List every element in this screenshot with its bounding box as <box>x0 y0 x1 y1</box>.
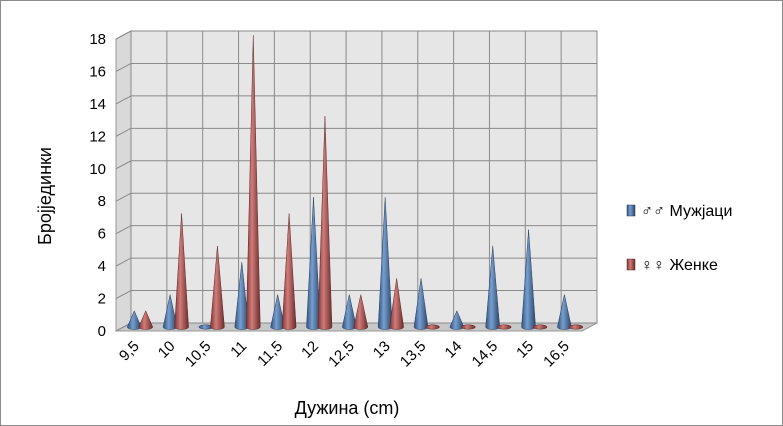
x-tick-label: 16,5 <box>540 338 573 371</box>
y-tick-label: 8 <box>98 193 106 210</box>
y-tick-label: 6 <box>98 226 106 243</box>
cone-mark <box>174 213 189 330</box>
x-tick-label: 14,5 <box>469 338 502 371</box>
cone-mark <box>496 324 512 330</box>
gridline-side <box>115 192 132 202</box>
legend: ♂♂ Мужјаци ♀♀ Женке <box>626 203 732 274</box>
y-axis-title: Бројјединки <box>35 147 55 245</box>
legend-swatch <box>626 204 636 217</box>
cone-mark <box>210 245 225 330</box>
gridline-side <box>115 160 132 170</box>
cone-mark <box>568 324 584 330</box>
cone-mark <box>138 310 153 330</box>
gridline-side <box>115 95 132 105</box>
cone-mark <box>389 278 404 330</box>
legend-swatch <box>626 258 636 271</box>
legend-label: ♀♀ Женке <box>641 257 718 274</box>
cone-mark <box>461 324 476 330</box>
gridline-side <box>115 257 132 267</box>
cone-mark <box>281 213 297 330</box>
cone-mark <box>353 294 369 330</box>
cone-mark <box>317 116 333 330</box>
y-tick-label: 0 <box>98 323 106 340</box>
y-tick-label: 14 <box>89 96 106 113</box>
x-tick-label: 13,5 <box>397 338 430 371</box>
gridline-side <box>115 290 132 299</box>
y-tick-label: 4 <box>98 258 106 275</box>
x-tick-label: 14 <box>442 338 466 362</box>
x-tick-label: 11,5 <box>254 338 286 370</box>
gridline-side <box>115 127 132 137</box>
gridlines <box>115 30 598 332</box>
gridline-side <box>115 63 132 72</box>
x-axis-title: Дужина (cm) <box>295 398 400 418</box>
x-tick-label: 12,5 <box>325 338 358 371</box>
y-axis-ticks: 0 2 4 6 8 10 12 14 16 18 <box>89 31 106 340</box>
y-tick-label: 12 <box>89 128 106 145</box>
y-tick-label: 16 <box>89 63 106 80</box>
gridline-side <box>115 225 132 235</box>
side-wall <box>115 30 132 332</box>
x-axis-ticks: 9,5 10 10,5 11 11,5 12 12,5 13 13,5 14 14,5 15 16,5 <box>116 338 573 371</box>
y-tick-label: 18 <box>89 31 106 48</box>
x-tick-label: 13 <box>370 338 394 362</box>
y-tick-label: 10 <box>89 161 106 178</box>
x-tick-label: 9,5 <box>116 338 143 365</box>
x-tick-label: 15 <box>513 338 537 362</box>
cone-mark <box>246 34 261 330</box>
x-tick-label: 11 <box>227 338 250 361</box>
x-tick-label: 10 <box>155 338 179 362</box>
x-tick-label: 12 <box>298 338 322 362</box>
cone-mark <box>532 324 548 330</box>
gridline-side <box>115 30 132 40</box>
data-marks <box>127 34 584 330</box>
y-tick-label: 2 <box>98 291 106 308</box>
legend-label: ♂♂ Мужјаци <box>641 203 732 220</box>
cone-mark <box>425 324 440 330</box>
x-tick-label: 10,5 <box>182 338 215 371</box>
